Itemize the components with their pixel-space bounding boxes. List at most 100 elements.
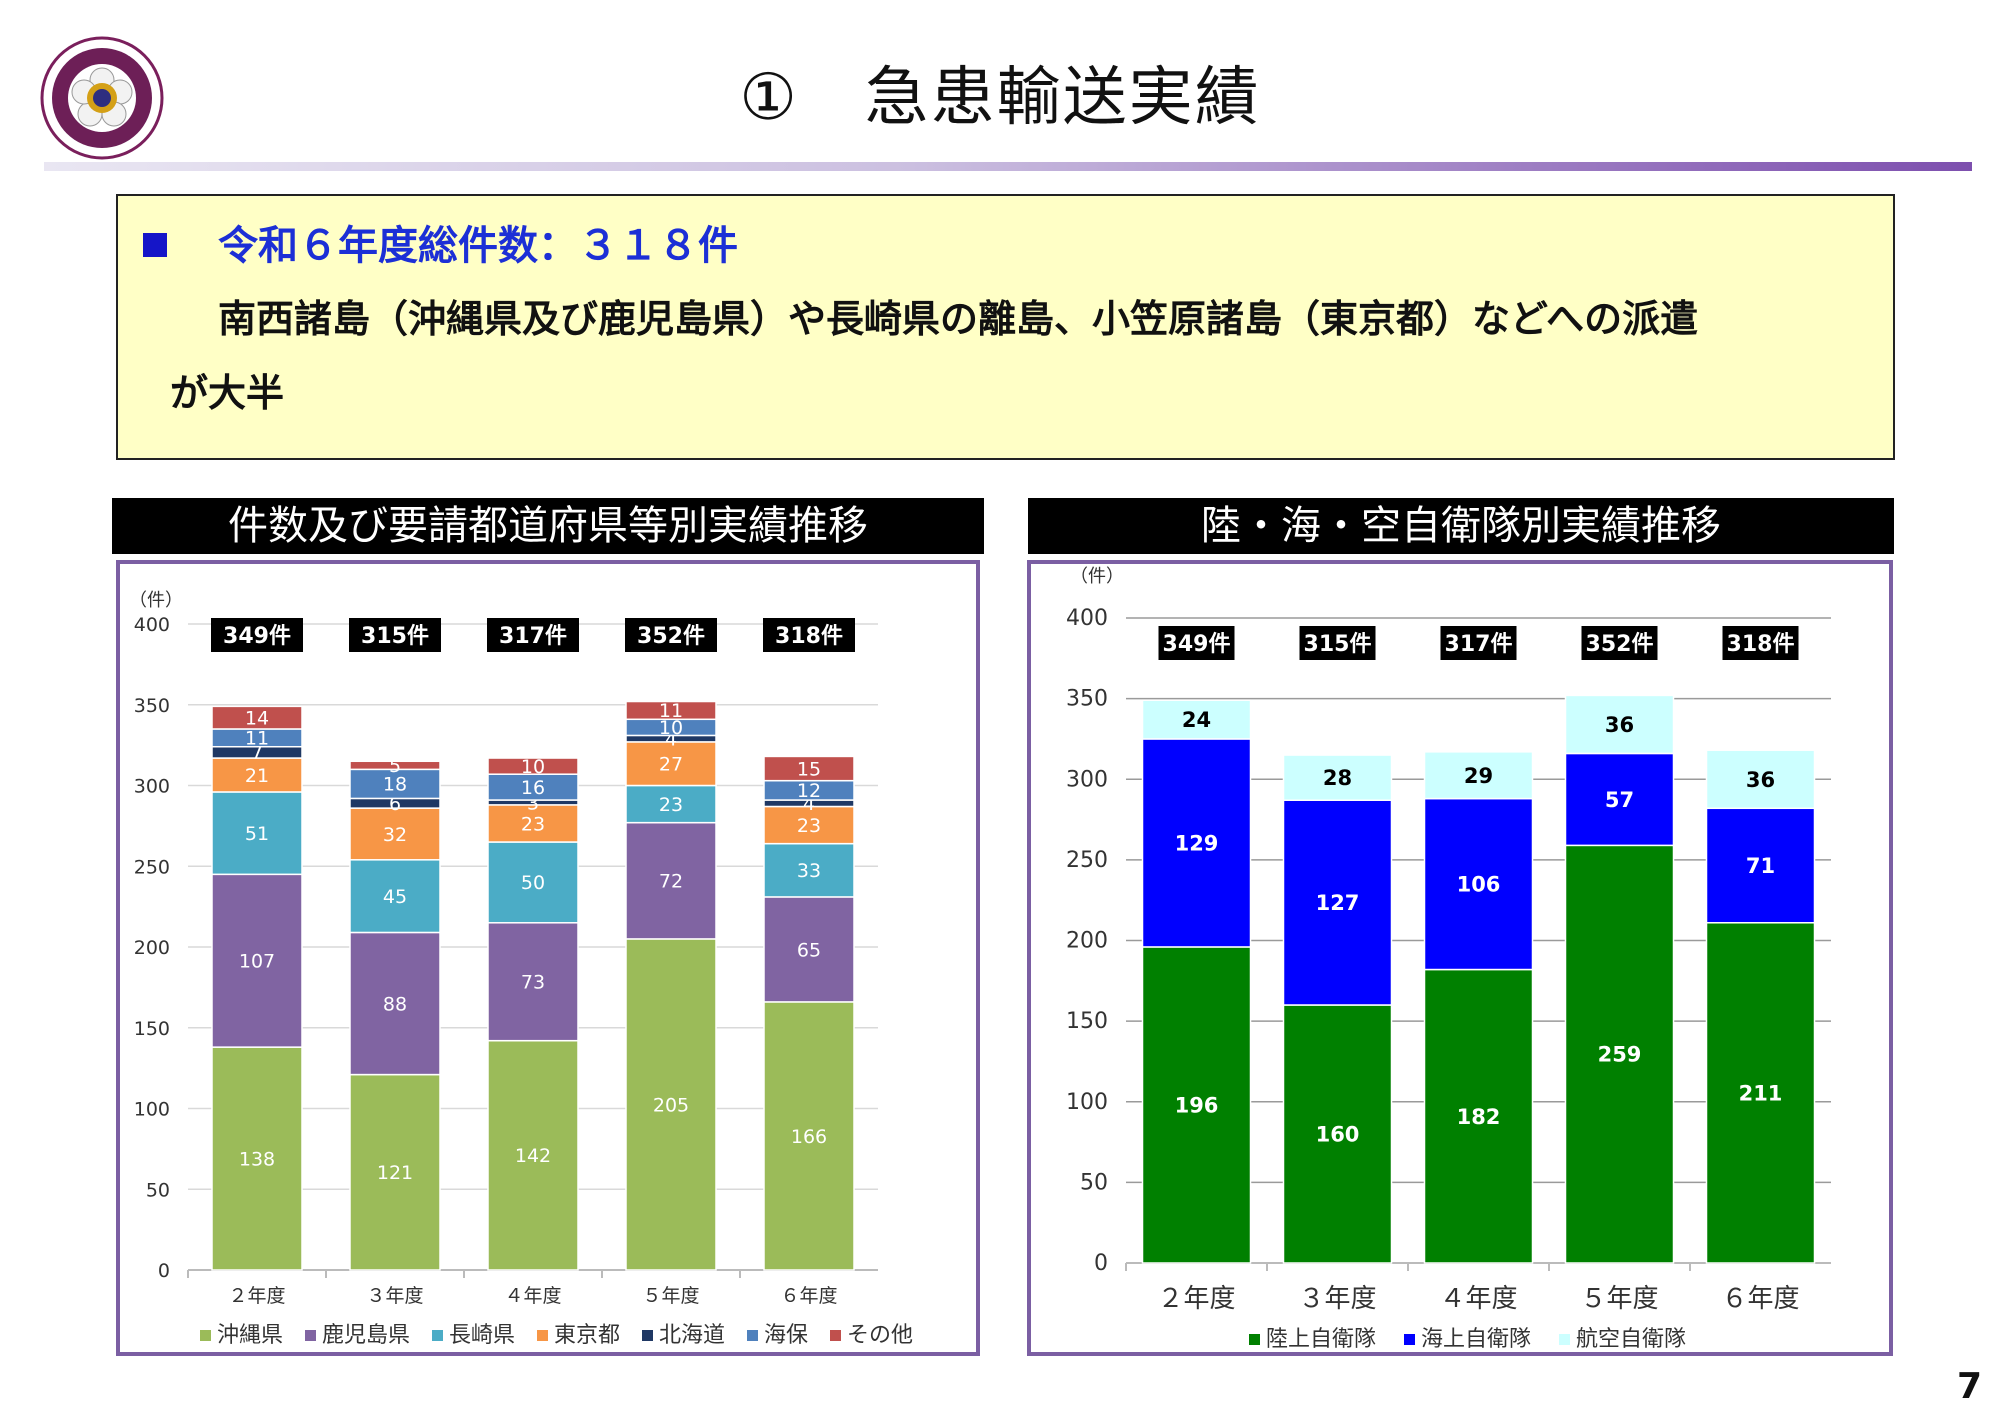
y-axis-label: （件）: [1070, 566, 1124, 587]
bar-segment: [1564, 844, 1675, 1264]
legend-swatch: [432, 1330, 443, 1341]
data-label: 33: [797, 860, 821, 882]
data-label: 160: [1316, 1123, 1360, 1147]
total-badge: [211, 618, 303, 652]
bar-segment: [349, 768, 441, 800]
joint-staff-emblem-logo: [36, 36, 168, 160]
total-label: 352件: [1586, 632, 1654, 657]
data-label: 7: [251, 742, 263, 764]
square-bullet-icon: [143, 233, 167, 257]
bar-segment: [1564, 694, 1675, 755]
legend-swatch: [537, 1330, 548, 1341]
x-tick-label: ４年度: [1439, 1284, 1517, 1314]
data-label: 57: [1605, 788, 1634, 812]
bar-segment: [487, 773, 579, 801]
bar-segment: [625, 741, 717, 787]
x-tick-label: ５年度: [642, 1285, 699, 1307]
y-tick-label: 0: [1094, 1251, 1108, 1276]
bar-segment: [763, 842, 855, 898]
legend-label: 長崎県: [449, 1323, 515, 1348]
total-badge: [625, 618, 717, 652]
total-badge: [1581, 626, 1658, 660]
x-tick-label: ５年度: [1580, 1284, 1658, 1314]
legend-swatch: [200, 1330, 211, 1341]
legend-label: 沖縄県: [217, 1323, 283, 1348]
bar-segment: [763, 1001, 855, 1271]
y-tick-label: 400: [134, 614, 170, 636]
y-axis-label: （件）: [129, 590, 183, 611]
data-label: 50: [521, 872, 545, 894]
data-label: 51: [245, 823, 269, 845]
bar-segment: [211, 757, 303, 793]
bar-segment: [349, 931, 441, 1076]
prefecture-chart-frame: （件） 0 50 100 150 200 250 300 350 400 ２年度 138 107 51 21…: [116, 560, 980, 1356]
data-label: 71: [1746, 854, 1775, 878]
data-label: 259: [1598, 1043, 1642, 1067]
bar-segment: [625, 784, 717, 824]
data-label: 72: [659, 871, 683, 893]
bar-segment: [487, 757, 579, 775]
total-badge: [349, 618, 441, 652]
summary-total-text: 令和６年度総件数：３１８件: [218, 223, 738, 269]
y-tick-label: 0: [158, 1260, 170, 1282]
legend-swatch: [305, 1330, 316, 1341]
legend-label: 海上自衛隊: [1421, 1327, 1531, 1352]
data-label: 27: [659, 754, 683, 776]
data-label: 211: [1739, 1081, 1783, 1105]
data-label: 15: [797, 758, 821, 780]
data-label: 107: [239, 951, 275, 973]
data-label: 10: [521, 756, 545, 778]
bar-segment: [1282, 1004, 1393, 1264]
data-label: 28: [1323, 766, 1352, 790]
data-label: 12: [797, 780, 821, 802]
y-tick-label: 50: [146, 1179, 170, 1201]
x-tick-label: ２年度: [228, 1285, 285, 1307]
x-tick-label: ２年度: [1157, 1284, 1235, 1314]
data-label: 36: [1605, 713, 1634, 737]
bar-segment: [211, 791, 303, 876]
bar-segment: [625, 700, 717, 721]
page-number: 7: [1956, 1366, 1982, 1407]
y-tick-label: 300: [134, 776, 170, 798]
y-tick-label: 300: [1066, 767, 1108, 792]
data-label: 24: [1182, 708, 1211, 732]
bar-segment: [1423, 968, 1534, 1264]
legend-label: 東京都: [554, 1323, 620, 1348]
bar-segment: [211, 705, 303, 730]
total-label: 349件: [223, 624, 291, 649]
sdf-chart-frame: （件） 0 50 100 150 200 250 300 350 400 ２年度 196 129 24 34…: [1027, 560, 1893, 1356]
y-tick-label: 250: [1066, 848, 1108, 873]
legend-swatch: [1559, 1334, 1570, 1345]
data-label: 73: [521, 972, 545, 994]
total-label: 315件: [361, 624, 429, 649]
x-tick-label: ３年度: [366, 1285, 423, 1307]
legend-label: 航空自衛隊: [1576, 1327, 1686, 1352]
legend-label: 陸上自衛隊: [1266, 1327, 1376, 1352]
bar-segment: [1705, 807, 1816, 924]
total-badge: [487, 618, 579, 652]
bar-segment: [487, 841, 579, 924]
data-label: 36: [1746, 768, 1775, 792]
total-label: 315件: [1304, 632, 1372, 657]
legend-swatch: [642, 1330, 653, 1341]
y-tick-label: 250: [134, 856, 170, 878]
y-tick-label: 150: [1066, 1009, 1108, 1034]
total-label: 317件: [499, 624, 567, 649]
data-label: 23: [521, 813, 545, 835]
data-label: 106: [1457, 873, 1501, 897]
bar-segment: [625, 938, 717, 1271]
total-badge: [1299, 626, 1376, 660]
data-label: 14: [245, 708, 269, 730]
left-chart-title: 件数及び要請都道府県等別実績推移: [112, 498, 984, 554]
data-label: 10: [659, 717, 683, 739]
legend-swatch: [1249, 1334, 1260, 1345]
bar-segment: [487, 1039, 579, 1271]
bar-segment: [1423, 751, 1534, 800]
data-label: 45: [383, 886, 407, 908]
y-tick-label: 50: [1080, 1170, 1108, 1195]
bar-segment: [1705, 922, 1816, 1264]
total-label: 352件: [637, 624, 705, 649]
total-label: 318件: [1727, 632, 1795, 657]
data-label: 138: [239, 1148, 275, 1170]
y-tick-label: 100: [134, 1099, 170, 1121]
